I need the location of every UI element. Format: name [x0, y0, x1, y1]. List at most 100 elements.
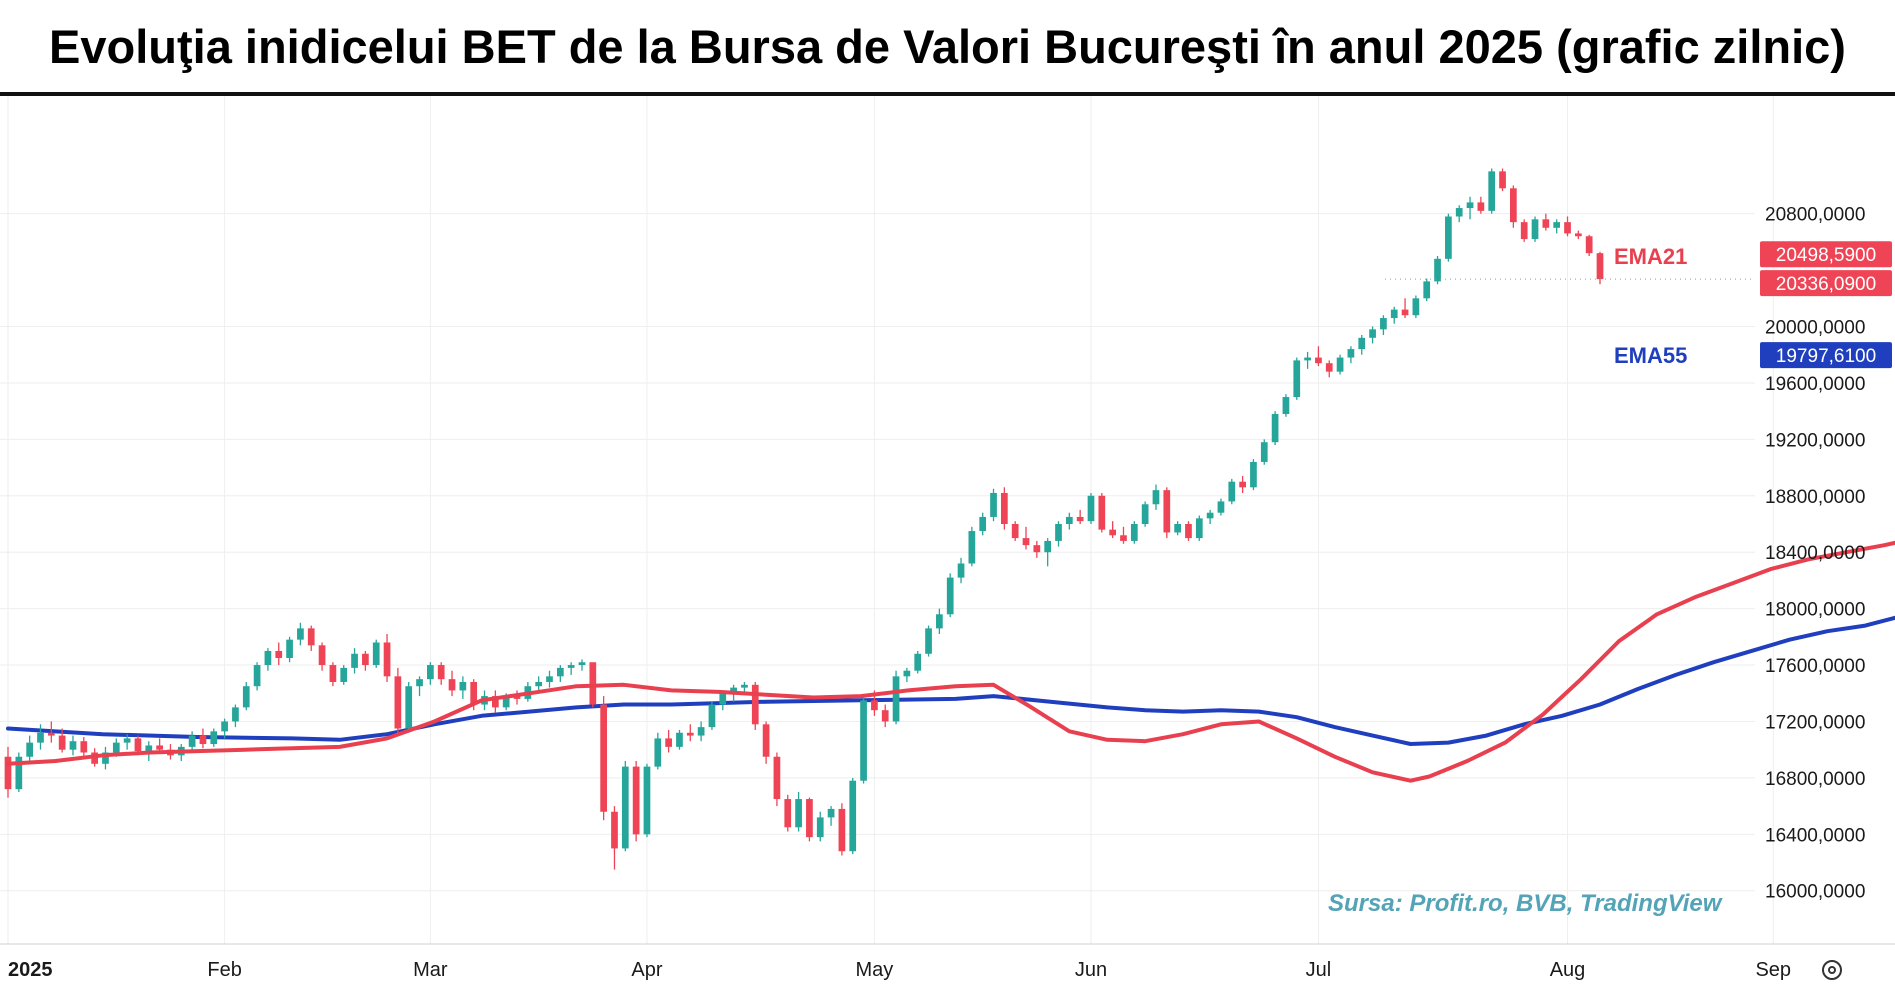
candle-body: [1185, 524, 1192, 539]
candle-body: [946, 577, 954, 615]
candle-body: [372, 642, 380, 666]
candle-body: [210, 731, 218, 745]
gear-icon: [1822, 960, 1842, 980]
candle-body: [1455, 208, 1463, 217]
candle-body: [1358, 337, 1366, 350]
title-bar: Evoluţia inidicelui BET de la Bursa de V…: [0, 0, 1895, 96]
page-title: Evoluţia inidicelui BET de la Bursa de V…: [49, 19, 1846, 73]
candle-body: [556, 667, 564, 677]
candle-body: [708, 704, 716, 728]
price-tag: [1760, 241, 1892, 268]
candle-body: [806, 799, 813, 838]
candle-body: [827, 808, 835, 818]
candle-body: [1499, 171, 1506, 189]
candle-body: [1271, 413, 1279, 443]
candle-layer: [4, 168, 1604, 870]
candle-body: [1065, 516, 1073, 524]
candle-body: [318, 645, 326, 666]
candle-body: [1098, 495, 1106, 530]
price-tag: [1760, 270, 1892, 297]
label-layer: EMA21 EMA55 20498,5900 20336,0900 19797,6100…: [1328, 241, 1892, 917]
candle-body: [979, 516, 987, 532]
candle-body: [427, 665, 434, 680]
candle-body: [860, 700, 867, 781]
candle-body: [990, 492, 997, 517]
candle-body: [925, 628, 932, 654]
candle-body: [1596, 253, 1604, 280]
candle-body: [1510, 188, 1517, 223]
ema21-line: [6, 540, 1895, 783]
candle-body: [611, 811, 618, 849]
candle-body: [69, 741, 77, 750]
candle-body: [1380, 318, 1387, 330]
candle-body: [513, 696, 521, 699]
candle-body: [297, 628, 304, 640]
candle-body: [221, 721, 228, 732]
candle-body: [632, 766, 640, 835]
candle-body: [437, 665, 445, 680]
candle-body: [838, 808, 846, 852]
candle-body: [968, 531, 976, 564]
candle-body: [773, 756, 781, 800]
candle-body: [405, 686, 413, 729]
candle-body: [1585, 236, 1593, 254]
candle-body: [676, 732, 683, 747]
candle-body: [1315, 357, 1322, 364]
x-tick-label: 2025: [8, 959, 53, 981]
candle-body: [730, 687, 737, 694]
candle-body: [1488, 171, 1496, 211]
candle-body: [1033, 545, 1041, 553]
candle-body: [914, 653, 922, 671]
candle-body: [448, 679, 456, 691]
candle-body: [1163, 490, 1171, 533]
x-tick-label: Feb: [207, 959, 241, 981]
candle-body: [621, 766, 629, 849]
candle-body: [4, 756, 12, 790]
candle-body: [102, 752, 109, 764]
y-tick-label: 16000,0000: [1765, 882, 1865, 903]
candle-body: [1044, 540, 1052, 553]
x-tick-label: Apr: [631, 959, 662, 981]
bet-index-chart[interactable]: 16000,0000 16400,0000 16800,0000 17200,0000…: [0, 96, 1895, 997]
candle-body: [1304, 357, 1311, 361]
candle-body: [286, 639, 293, 658]
axis-layer: 16000,0000 16400,0000 16800,0000 17200,0000…: [0, 205, 1895, 981]
candle-body: [1423, 281, 1431, 299]
candle-body: [1217, 501, 1225, 513]
candle-body: [871, 700, 878, 711]
candle-body: [892, 676, 900, 722]
candle-body: [741, 684, 748, 688]
candle-body: [134, 738, 142, 752]
y-tick-label: 16800,0000: [1765, 769, 1865, 790]
candle-body: [1325, 363, 1333, 372]
candle-body: [643, 766, 651, 835]
candle-body: [1206, 512, 1214, 519]
candle-body: [686, 732, 694, 736]
candle-body: [145, 745, 153, 752]
candle-body: [156, 745, 163, 750]
candle-body: [1239, 481, 1246, 488]
candle-body: [1293, 360, 1301, 398]
x-tick-label: Sep: [1755, 959, 1791, 981]
candle-body: [903, 670, 911, 677]
candle-body: [362, 653, 369, 666]
candle-body: [1564, 222, 1571, 234]
candle-body: [881, 710, 889, 722]
candle-body: [264, 650, 272, 666]
candle-body: [795, 799, 802, 828]
candle-body: [1087, 495, 1095, 522]
candle-body: [600, 704, 608, 812]
x-tick-label: Jul: [1306, 959, 1332, 981]
candle-body: [459, 681, 467, 691]
candle-body: [1260, 442, 1268, 462]
y-tick-label: 20000,0000: [1765, 318, 1865, 339]
candle-body: [697, 727, 705, 736]
candle-body: [1109, 529, 1117, 536]
candle-body: [1011, 524, 1019, 539]
candle-body: [383, 642, 391, 677]
candle-body: [26, 742, 34, 757]
candle-body: [784, 799, 792, 828]
y-tick-label: 17600,0000: [1765, 656, 1865, 677]
candle-body: [535, 681, 543, 687]
grid-layer: [0, 96, 1774, 944]
